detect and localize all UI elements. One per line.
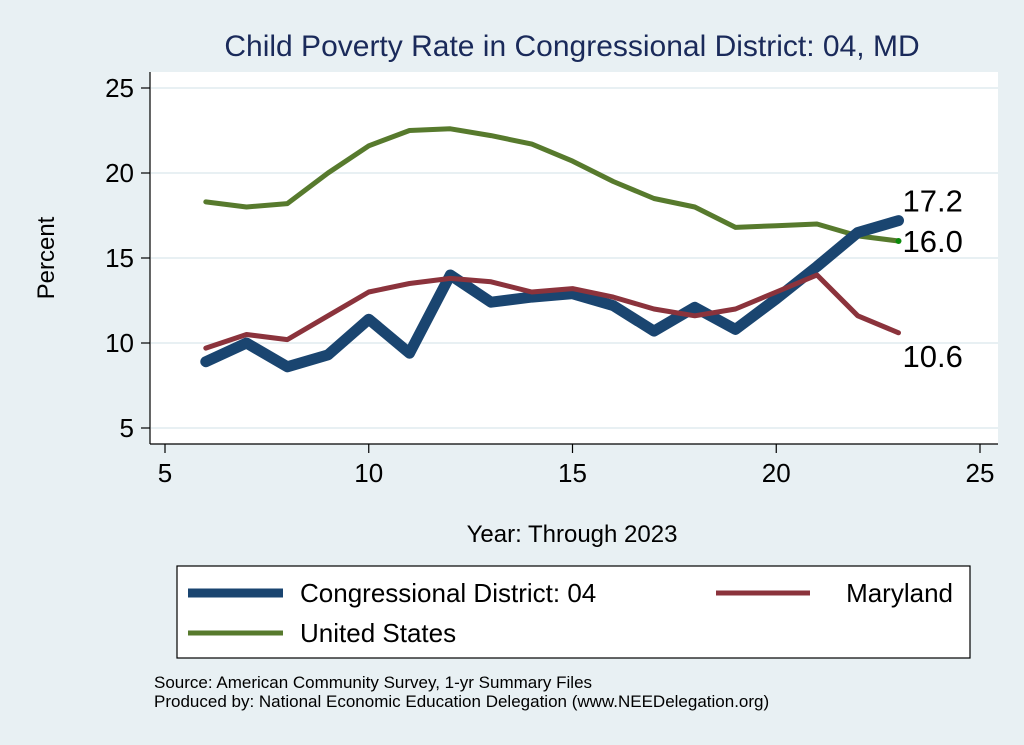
end-labels: 17.2 10.6 16.0 <box>903 184 963 374</box>
legend: Congressional District: 04 Maryland Unit… <box>176 565 971 659</box>
x-tick-label: 10 <box>354 458 383 488</box>
x-tick-label: 15 <box>558 458 587 488</box>
legend-label-maryland: Maryland <box>846 578 953 608</box>
y-tick-label: 15 <box>105 243 134 273</box>
series-lines <box>200 126 904 373</box>
y-tick-label: 20 <box>105 158 134 188</box>
legend-box <box>176 565 971 659</box>
x-tick-label: 5 <box>158 458 172 488</box>
y-ticks: 5 10 15 20 25 <box>105 73 150 443</box>
chart-title: Child Poverty Rate in Congressional Dist… <box>224 30 919 63</box>
y-tick-label: 10 <box>105 328 134 358</box>
producer-note: Produced by: National Economic Education… <box>154 692 769 711</box>
end-label-2: 16.0 <box>903 224 963 259</box>
x-ticks: 5 10 15 20 25 <box>158 444 995 488</box>
end-label-0: 17.2 <box>903 184 963 219</box>
y-tick-label: 25 <box>105 73 134 103</box>
series-line-2 <box>203 126 901 244</box>
end-marker-us <box>895 238 902 244</box>
x-tick-label: 20 <box>762 458 791 488</box>
series-line-0 <box>200 215 904 373</box>
y-tick-label: 5 <box>120 413 134 443</box>
legend-label-cd04: Congressional District: 04 <box>300 578 596 608</box>
x-tick-label: 25 <box>966 458 995 488</box>
series-line-1 <box>203 272 901 351</box>
x-axis-title: Year: Through 2023 <box>467 521 678 548</box>
legend-label-us: United States <box>300 618 456 648</box>
source-note: Source: American Community Survey, 1-yr … <box>154 673 592 692</box>
y-axis-title: Percent <box>33 216 60 299</box>
gridlines <box>151 87 998 429</box>
end-label-1: 10.6 <box>903 339 963 374</box>
